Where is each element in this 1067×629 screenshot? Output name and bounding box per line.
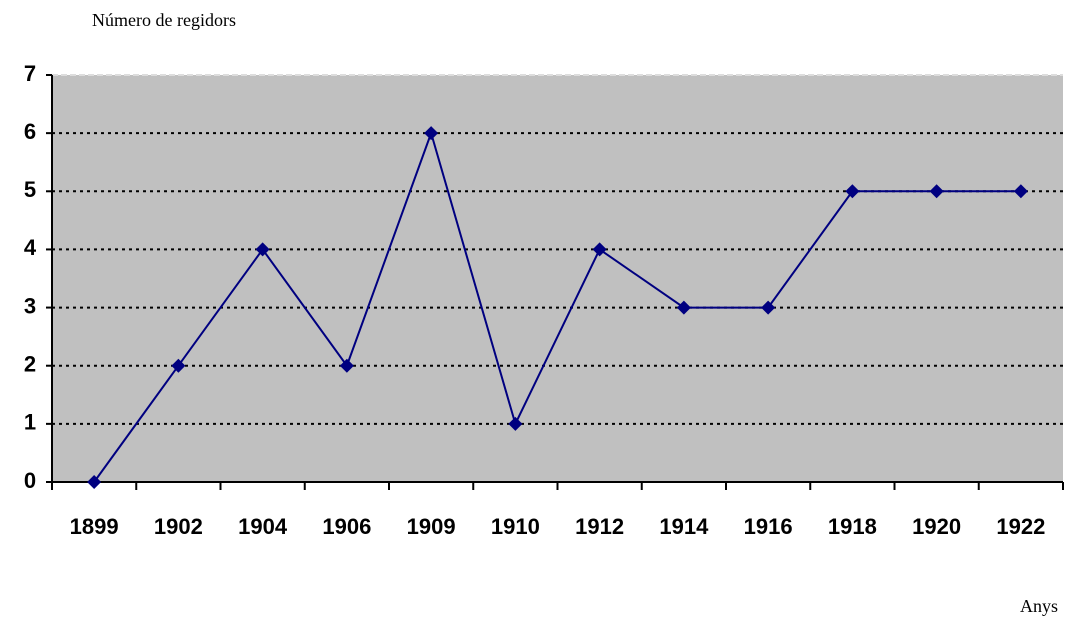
- marker: [592, 242, 607, 257]
- y-tick-label: 4: [24, 235, 37, 260]
- y-axis-label: Número de regidors: [92, 10, 236, 30]
- marker: [676, 300, 691, 315]
- marker: [424, 126, 439, 141]
- x-tick-label: 1910: [491, 514, 540, 539]
- marker: [761, 300, 776, 315]
- series-line: [93, 129, 1021, 483]
- marker: [255, 242, 270, 257]
- marker: [87, 475, 102, 489]
- x-axis-label: Anys: [1020, 596, 1058, 616]
- x-tick-label: 1914: [659, 514, 709, 539]
- y-tick-label: 1: [24, 410, 36, 435]
- x-tick-label: 1922: [996, 514, 1045, 539]
- marker: [1013, 184, 1028, 199]
- y-tick-label: 3: [24, 293, 36, 318]
- x-tick-label: 1902: [154, 514, 203, 539]
- x-tick-label: 1918: [828, 514, 877, 539]
- y-tick-label: 0: [24, 468, 36, 493]
- x-tick-label: 1906: [322, 514, 371, 539]
- y-tick-label: 5: [24, 177, 36, 202]
- y-tick-label: 6: [24, 119, 36, 144]
- plot-area: [52, 75, 1063, 482]
- marker: [929, 184, 944, 199]
- y-tick-label: 2: [24, 352, 36, 377]
- marker: [339, 358, 354, 373]
- marker: [845, 184, 860, 199]
- y-tick-label: 7: [24, 61, 36, 86]
- x-tick-label: 1916: [744, 514, 793, 539]
- marker: [508, 416, 523, 431]
- x-tick-label: 1920: [912, 514, 961, 539]
- x-tick-label: 1912: [575, 514, 624, 539]
- marker: [171, 358, 186, 373]
- x-tick-label: 1909: [407, 514, 456, 539]
- x-tick-label: 1899: [70, 514, 119, 539]
- x-tick-label: 1904: [238, 514, 288, 539]
